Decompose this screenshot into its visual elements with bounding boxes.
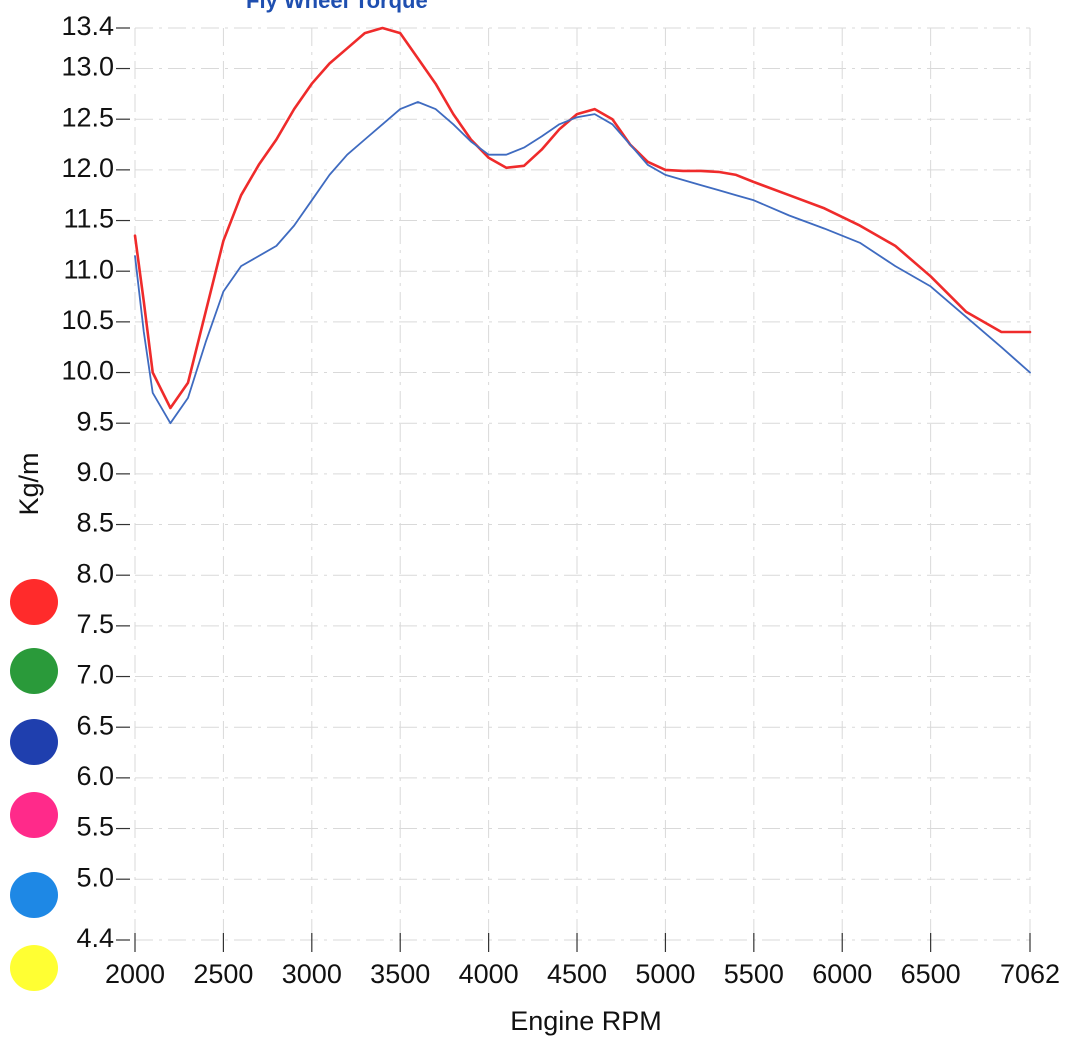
- x-tick-label: 7062: [1000, 959, 1060, 989]
- x-tick-label: 5000: [635, 959, 695, 989]
- x-tick-label: 3000: [282, 959, 342, 989]
- y-tick-label: 11.5: [63, 204, 114, 234]
- legend-markers: [10, 579, 58, 991]
- y-tick-label: 13.0: [61, 52, 114, 82]
- series-lines: [133, 26, 1032, 425]
- y-tick-label: 9.0: [76, 457, 114, 487]
- series-line-2: [134, 101, 1031, 425]
- y-tick-label: 9.5: [76, 406, 114, 436]
- y-tick-label: 12.5: [61, 102, 114, 132]
- y-tick-label: 13.4: [61, 11, 114, 41]
- y-tick-label: 12.0: [61, 153, 114, 183]
- x-axis-title: Engine RPM: [510, 1006, 662, 1036]
- y-tick-label: 6.0: [76, 761, 114, 791]
- y-tick-label: 6.5: [76, 710, 114, 740]
- legend-marker-2[interactable]: [10, 648, 58, 694]
- legend-marker-3[interactable]: [10, 719, 58, 765]
- y-tick-label: 4.4: [76, 923, 114, 953]
- legend-marker-6[interactable]: [10, 945, 58, 991]
- series-line-1: [133, 26, 1032, 410]
- x-tick-label: 3500: [370, 959, 430, 989]
- chart-title: Fly Wheel Torque: [246, 0, 428, 13]
- x-tick-label: 5500: [724, 959, 784, 989]
- y-tick-label: 10.5: [61, 305, 114, 335]
- y-tick-label: 8.5: [76, 508, 114, 538]
- x-tick-label: 4000: [459, 959, 519, 989]
- y-tick-label: 10.0: [61, 356, 114, 386]
- x-tick-label: 2000: [105, 959, 165, 989]
- legend-marker-4[interactable]: [10, 792, 58, 838]
- y-tick-label: 7.5: [76, 609, 114, 639]
- legend-marker-1[interactable]: [10, 579, 58, 625]
- y-tick-label: 5.5: [76, 812, 114, 842]
- y-tick-label: 7.0: [76, 660, 114, 690]
- y-axis-title: Kg/m: [14, 452, 44, 515]
- x-tick-label: 2500: [193, 959, 253, 989]
- x-tick-label: 4500: [547, 959, 607, 989]
- x-tick-label: 6500: [901, 959, 961, 989]
- grid-lines: [134, 27, 1031, 941]
- y-tick-label: 5.0: [76, 862, 114, 892]
- axes: 13.4 13.0 12.5 12.0 11.5 11.0 10.5 10.0 9.5 9.0 8.…: [61, 11, 1060, 989]
- legend-marker-5[interactable]: [10, 872, 58, 918]
- y-tick-label: 8.0: [76, 558, 114, 588]
- x-tick-label: 6000: [812, 959, 872, 989]
- y-tick-label: 11.0: [63, 254, 114, 284]
